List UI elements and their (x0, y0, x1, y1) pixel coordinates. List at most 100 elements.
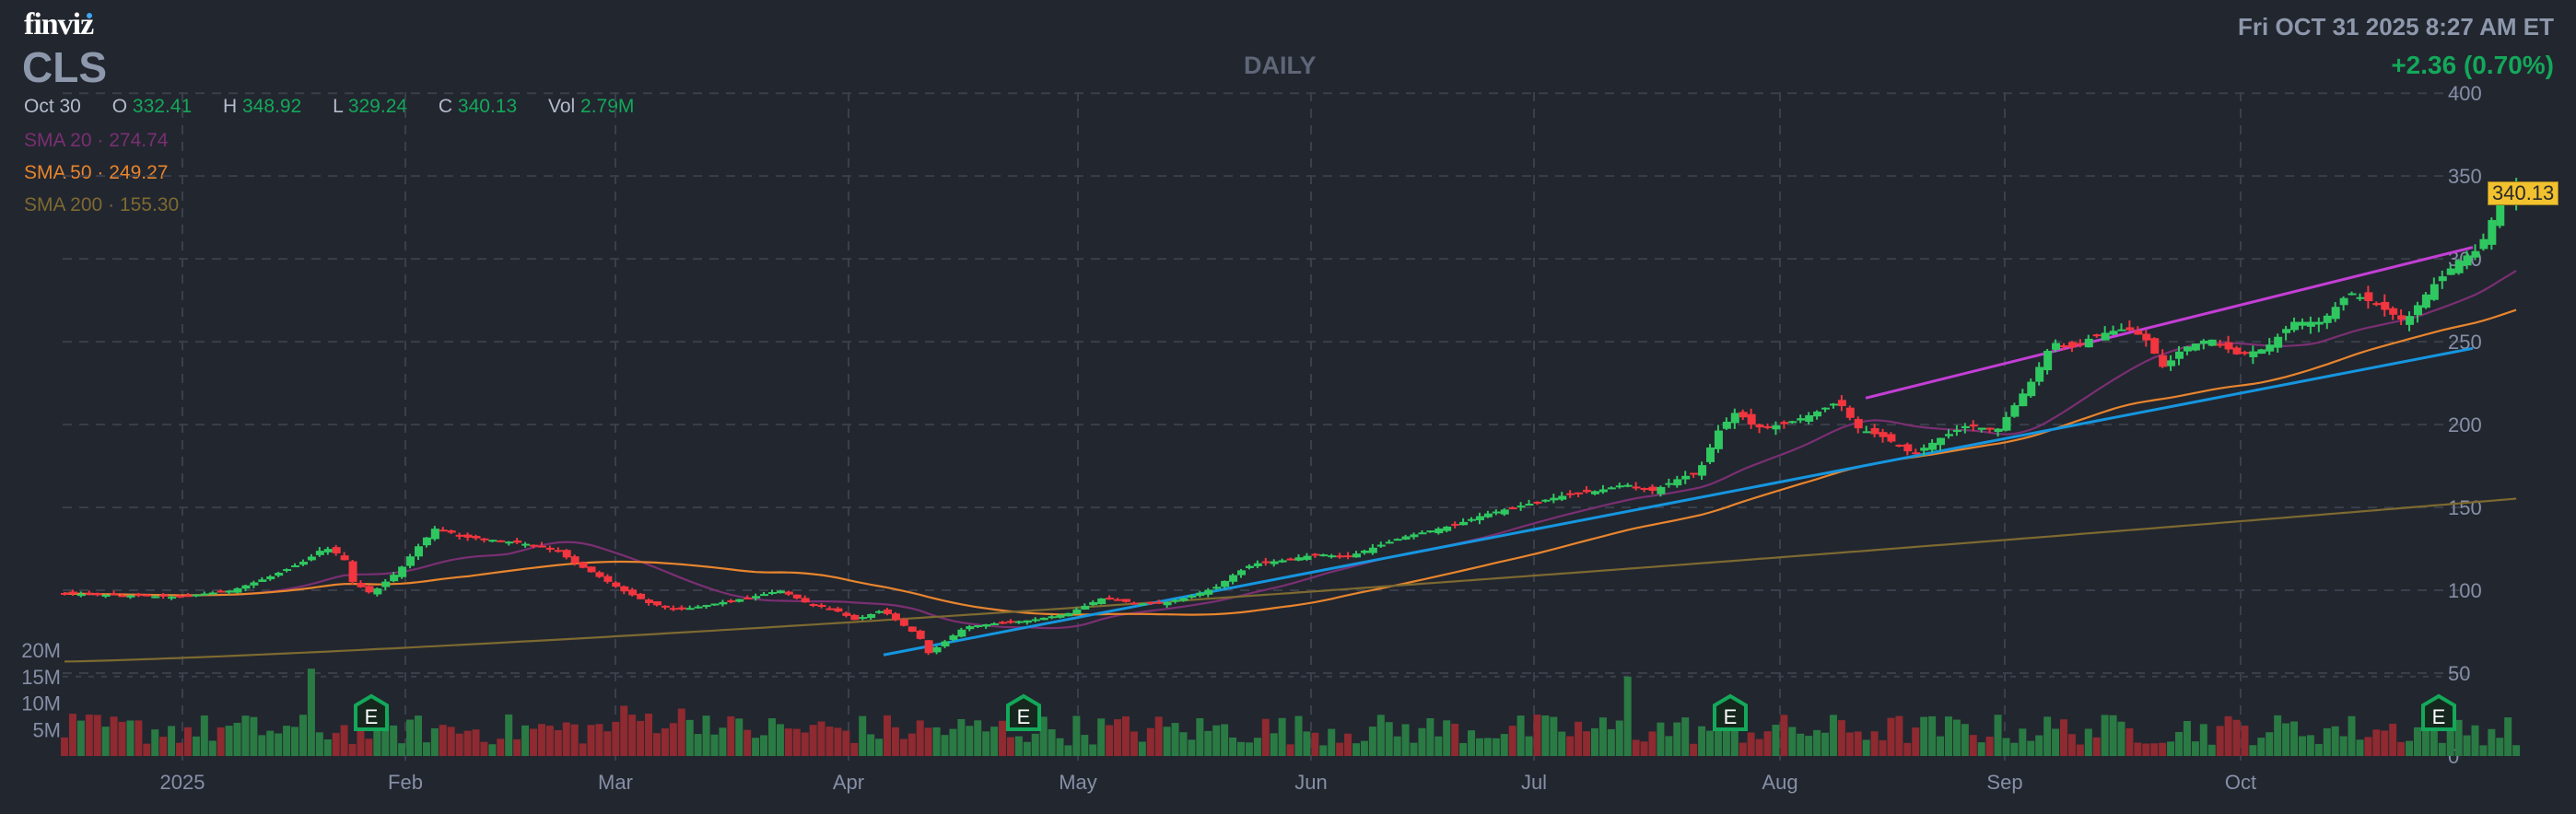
volume-bar (291, 727, 299, 756)
sma200-legend[interactable]: SMA 200 · 155.30 (24, 194, 180, 215)
volume-bar (941, 735, 949, 756)
x-tick-label: Aug (1762, 771, 1797, 794)
candle-body (1376, 544, 1386, 547)
volume-bar (1598, 717, 1607, 756)
candle-body (1837, 400, 1846, 407)
volume-bar (1657, 722, 1665, 756)
candle-body (2134, 331, 2143, 335)
candle-body (1500, 509, 1509, 515)
volume-bar (834, 727, 842, 756)
candle-body (1426, 530, 1435, 533)
candle-body (1944, 434, 1953, 436)
volume-bar (2323, 727, 2331, 756)
sma200-line (64, 497, 2517, 663)
earnings-badge[interactable]: E (1713, 693, 1748, 731)
volume-bar (1121, 715, 1130, 756)
candle-body (637, 593, 646, 599)
volume-bar (68, 714, 76, 756)
sma50-legend[interactable]: SMA 50 · 249.27 (24, 162, 169, 183)
finviz-logo[interactable]: finviz (24, 7, 94, 41)
ohlc-volume: 2.79M (580, 96, 635, 117)
volume-bar (1393, 736, 1401, 756)
volume-bar (1870, 731, 1879, 756)
candle-body (2381, 301, 2390, 310)
candle-body (1558, 495, 1567, 500)
candle-body (1114, 599, 1123, 601)
candle-body (1550, 497, 1559, 501)
candle-body (135, 594, 144, 597)
volume-bar (645, 714, 653, 756)
candle-body (1023, 620, 1032, 623)
candle-body (2117, 329, 2126, 331)
candle-body (1541, 499, 1551, 502)
volume-bar (1780, 715, 1788, 756)
candle-body (1360, 550, 1369, 553)
candle-body (1253, 563, 1262, 566)
volume-bar (1196, 717, 1204, 756)
volume-bar (200, 715, 208, 756)
volume-bar (1146, 727, 1154, 756)
candle-body (1229, 575, 1238, 582)
volume-bar (1253, 738, 1261, 756)
volume-bar (1797, 733, 1805, 756)
volume-bar (2298, 736, 2306, 756)
trendline-lower (883, 346, 2474, 657)
volume-bar (2471, 725, 2479, 756)
volume-bar (1640, 741, 1648, 756)
candle-body (1780, 422, 1789, 424)
volume-bar (135, 720, 143, 756)
volume-bar (867, 734, 875, 756)
earnings-badge[interactable]: E (354, 693, 389, 731)
candle-body (776, 590, 785, 594)
volume-bar (817, 721, 825, 756)
candle-body (1106, 598, 1115, 600)
earnings-badge[interactable]: E (2421, 693, 2456, 731)
last-price-tag: 340.13 (2488, 181, 2559, 205)
volume-bar (2290, 721, 2299, 756)
sma20-legend[interactable]: SMA 20 · 274.74 (24, 130, 169, 151)
candle-body (735, 599, 744, 602)
candle-body (439, 529, 448, 532)
volume-bar (1311, 732, 1319, 756)
volume-bar (1837, 720, 1845, 756)
candle-body (266, 576, 275, 580)
volume-bar (1286, 744, 1294, 756)
volume-bar (2331, 726, 2339, 756)
volume-bar (1739, 742, 1747, 756)
candle-body (2372, 303, 2382, 306)
volume-bar (1352, 743, 1361, 756)
candle-body (1204, 589, 1213, 595)
candle-body (932, 646, 942, 653)
volume-bar (1730, 727, 1739, 756)
volume-bar (1188, 739, 1196, 756)
volume-bar (1533, 715, 1541, 756)
volume-bar (1468, 730, 1476, 756)
volume-bar (537, 724, 545, 756)
candle-body (1895, 445, 1904, 448)
volume-bar (463, 730, 472, 756)
volume-bar (1706, 730, 1714, 756)
candle-body (2348, 293, 2357, 296)
candle-body (603, 576, 613, 582)
candle-body (151, 596, 160, 599)
volume-bar (1763, 731, 1772, 756)
candle-body (497, 540, 506, 542)
volume-bar (2421, 728, 2430, 756)
candle-body (1154, 601, 1164, 604)
candle-body (1459, 521, 1469, 526)
candle-body (628, 589, 638, 596)
volume-bar (1006, 737, 1014, 756)
earnings-badge[interactable]: E (1006, 693, 1041, 731)
candle-body (974, 625, 983, 628)
candle-body (2339, 297, 2348, 306)
volume-bar (225, 726, 233, 756)
volume-bar (2109, 715, 2117, 756)
volume-bar (1089, 744, 1097, 756)
volume-bar (1648, 731, 1657, 756)
candle-body (1739, 412, 1748, 418)
volume-bar (1410, 742, 1418, 756)
candle-body (406, 556, 416, 566)
candle-body (2150, 338, 2160, 355)
candle-body (1912, 452, 1921, 455)
